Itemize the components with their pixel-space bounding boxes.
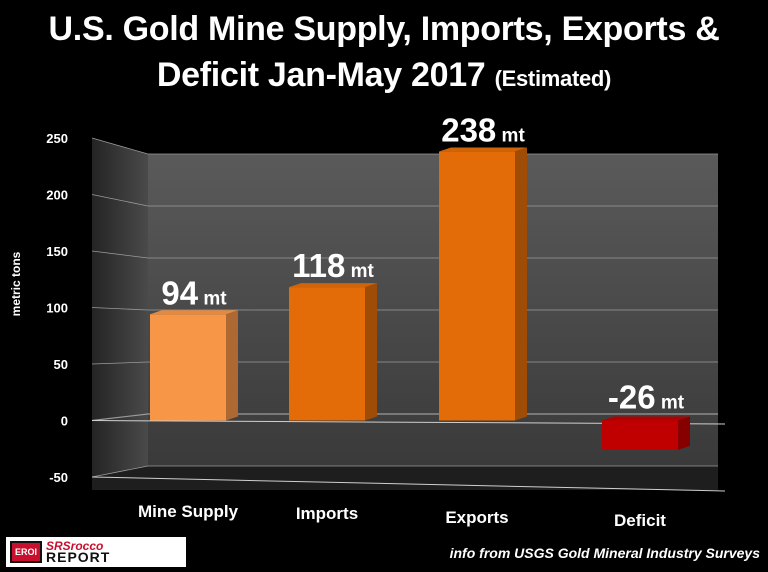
y-tick-label: 100: [46, 301, 68, 316]
source-note: info from USGS Gold Mineral Industry Sur…: [449, 545, 760, 561]
bar-top-4: [602, 416, 690, 421]
bar-side-2: [365, 283, 377, 421]
title-line-2: Deficit Jan-May 2017 (Estimated): [0, 52, 768, 102]
bar-4: [602, 420, 678, 450]
bar-side-3: [515, 147, 527, 421]
y-tick-label: 200: [46, 188, 68, 203]
data-label-1: 94 mt: [161, 274, 227, 311]
bar-top-1: [150, 310, 238, 315]
logo-badge: EROI: [10, 541, 42, 563]
gridline: [91, 250, 718, 259]
data-label-3: 238 mt: [441, 112, 525, 149]
title-line-2-text: Deficit Jan-May 2017: [156, 56, 486, 94]
y-tick-label: 0: [61, 414, 68, 429]
floor: [92, 466, 718, 490]
x-category-label: Imports: [296, 504, 358, 523]
gridline: [91, 465, 718, 478]
data-label-4: -26 mt: [608, 379, 685, 416]
logo-text: SRSrocco REPORT: [46, 539, 111, 565]
y-axis-label: metric tons: [9, 251, 23, 316]
baseline-axis-line: [91, 476, 726, 492]
gridline: [91, 137, 718, 155]
x-category-label: Deficit: [614, 511, 666, 530]
title-line-1: U.S. Gold Mine Supply, Imports, Exports …: [48, 10, 720, 48]
srsrocco-logo: EROI SRSrocco REPORT: [6, 537, 186, 567]
title-subtitle: (Estimated): [494, 66, 612, 91]
logo-line-1: SRSrocco: [46, 539, 104, 553]
gridline: [91, 307, 718, 311]
bar-2: [289, 287, 365, 421]
x-category-label: Exports: [445, 508, 508, 527]
y-tick-label: -50: [49, 470, 68, 485]
y-tick-label: 150: [46, 244, 68, 259]
data-label-2: 118 mt: [292, 247, 374, 284]
logo-line-2: REPORT: [46, 549, 111, 565]
chart-title: U.S. Gold Mine Supply, Imports, Exports …: [0, 6, 768, 102]
bar-side-4: [678, 416, 690, 450]
x-category-label: Mine Supply: [138, 502, 239, 521]
gridline: [91, 194, 718, 207]
bar-top-2: [289, 283, 377, 288]
side-wall: [92, 138, 148, 477]
bar-top-3: [439, 147, 527, 152]
bar-1: [150, 314, 226, 421]
y-tick-label: 250: [46, 131, 68, 146]
gridline: [91, 361, 718, 365]
bar-3: [439, 151, 515, 421]
y-tick-label: 50: [54, 357, 68, 372]
bar-side-1: [226, 310, 238, 421]
gridline: [91, 413, 718, 422]
